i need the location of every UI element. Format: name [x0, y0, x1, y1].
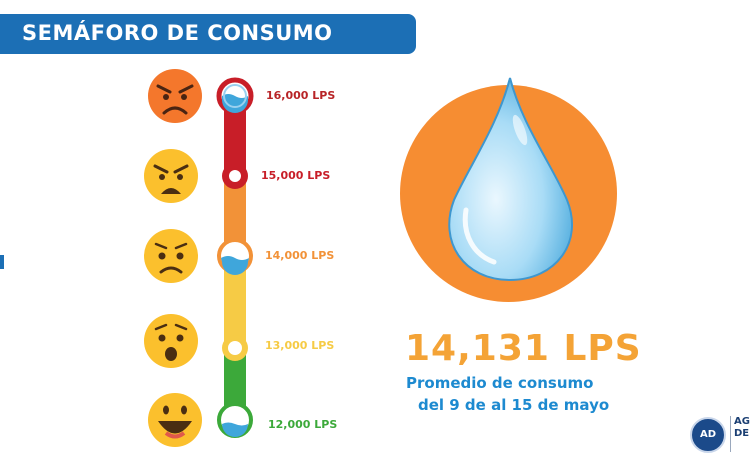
org-divider [730, 416, 731, 452]
average-consumption-value: 14,131 LPS [405, 328, 642, 369]
average-caption-line2: del 9 de al 15 de mayo [418, 396, 610, 414]
angry-face-icon [148, 69, 202, 123]
ring-marker-icon [222, 163, 248, 189]
ring-marker-icon [222, 335, 248, 361]
bar-segment-orange [224, 176, 246, 256]
surprised-face-icon [144, 314, 198, 368]
average-caption-line1: Promedio de consumo [406, 374, 594, 392]
org-logo-text: AD [699, 429, 717, 440]
water-level-mid-icon [217, 238, 253, 275]
level-label-13000: 13,000 LPS [265, 339, 335, 352]
water-level-low-icon [217, 402, 253, 438]
level-label-12000: 12,000 LPS [268, 418, 338, 431]
bar-segment-yellow [224, 256, 246, 348]
bar-segment-red [224, 100, 246, 176]
level-label-15000: 15,000 LPS [261, 169, 331, 182]
happy-face-icon [148, 393, 202, 447]
org-logo: AD [690, 417, 726, 453]
water-level-high-icon [216, 77, 254, 115]
furious-face-icon [144, 149, 198, 203]
page-title: SEMÁFORO DE CONSUMO [22, 21, 333, 45]
bar-segment-green [224, 348, 246, 420]
org-name: AG DE [734, 416, 750, 439]
edge-marker [0, 255, 4, 269]
worried-face-icon [144, 229, 198, 283]
level-label-16000: 16,000 LPS [266, 89, 336, 102]
level-label-14000: 14,000 LPS [265, 249, 335, 262]
water-drop-icon [448, 77, 573, 282]
title-banner: SEMÁFORO DE CONSUMO [0, 14, 416, 54]
